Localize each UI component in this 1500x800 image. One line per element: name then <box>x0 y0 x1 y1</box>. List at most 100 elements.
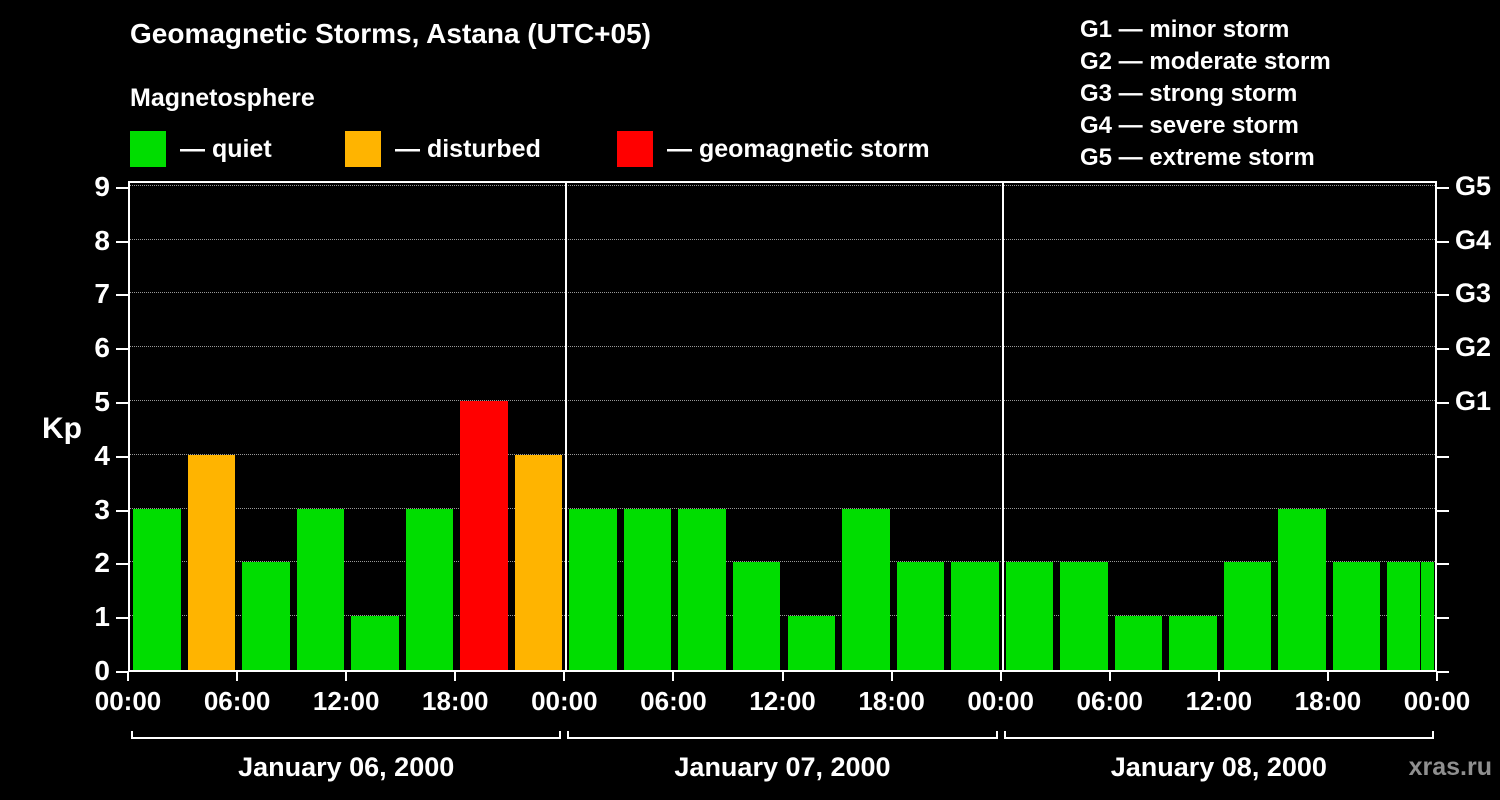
y-axis-tick-label: 6 <box>94 332 110 364</box>
y-axis-tick <box>116 240 128 243</box>
y-axis-tick-label: 0 <box>94 655 110 686</box>
x-axis-tick-label: 00:00 <box>94 686 162 716</box>
x-axis-tick <box>1108 672 1111 681</box>
day-bracket-end-tick <box>1431 731 1434 739</box>
kp-bar <box>405 508 454 670</box>
y-axis-tick-right <box>1437 509 1449 512</box>
y-axis-tick <box>116 509 128 512</box>
magnetosphere-label: Magnetosphere <box>130 84 315 112</box>
day-date-label: January 06, 2000 <box>238 752 455 782</box>
day-bracket-end-tick <box>567 731 570 739</box>
y-axis-tick-right <box>1437 671 1449 673</box>
storm-color-swatch <box>617 131 653 167</box>
day-separator-line <box>1001 183 1004 670</box>
kp-bar <box>896 562 945 670</box>
x-axis-tick-label: 12:00 <box>1185 686 1253 716</box>
gridline <box>130 184 1435 186</box>
kp-bar <box>1114 616 1163 670</box>
x-axis-tick-label: 06:00 <box>1076 686 1144 716</box>
disturbed-label: — disturbed <box>395 134 541 163</box>
x-axis-tick <box>127 672 129 681</box>
y-axis-tick-right <box>1437 455 1449 458</box>
g-axis-tick-label: G3 <box>1455 278 1492 309</box>
kp-bar <box>1169 616 1217 670</box>
day-bracket-end-tick <box>131 731 133 739</box>
g-axis-tick-label: G1 <box>1455 386 1492 416</box>
day-bracket-end-tick <box>559 731 562 739</box>
y-axis-tick-label: 4 <box>94 439 110 471</box>
kp-bar-partial <box>1421 562 1434 670</box>
kp-bar <box>242 562 290 670</box>
g-axis-tick-label: G5 <box>1455 170 1492 201</box>
kp-bar <box>351 616 399 670</box>
kp-bar <box>623 508 672 670</box>
x-axis-tick-label: 06:00 <box>640 686 707 716</box>
x-axis-tick <box>672 672 675 681</box>
y-axis-tick-right <box>1437 294 1449 297</box>
y-axis-tick-label: 2 <box>94 547 110 579</box>
plot-area <box>128 181 1437 672</box>
g4-legend-line: G4 — severe storm <box>1080 112 1299 139</box>
x-axis-tick <box>563 672 566 681</box>
y-axis-tick-label: 7 <box>94 278 110 310</box>
kp-bar <box>1223 562 1272 670</box>
legend-item-quiet: — quiet <box>130 131 272 167</box>
y-axis-tick-label: 8 <box>94 224 110 256</box>
kp-bar <box>460 401 508 670</box>
storm-label: — geomagnetic storm <box>667 134 930 163</box>
y-axis-tick-right <box>1437 617 1449 620</box>
y-axis-tick <box>116 563 128 566</box>
gridline <box>130 292 1435 294</box>
kp-bar <box>951 562 999 670</box>
y-axis-tick-label: 9 <box>94 170 110 202</box>
legend-item-disturbed: — disturbed <box>345 131 541 167</box>
y-axis-tick-label: 1 <box>94 601 110 633</box>
gridline <box>130 238 1435 240</box>
g-axis-tick-label: G2 <box>1455 332 1492 363</box>
kp-bar <box>732 562 781 670</box>
kp-bar <box>296 508 345 670</box>
y-axis-tick <box>116 348 128 351</box>
kp-bar <box>1278 508 1326 670</box>
x-axis-tick-label: 06:00 <box>203 686 271 716</box>
kp-bar <box>1387 562 1420 670</box>
x-axis-tick <box>345 672 348 681</box>
kp-axis-label: Kp <box>42 412 82 445</box>
x-axis-tick-label: 00:00 <box>1403 686 1471 716</box>
x-axis-tick-label: 18:00 <box>422 686 489 716</box>
kp-bar <box>133 508 181 670</box>
x-axis-tick-label: 18:00 <box>858 686 925 716</box>
day-date-label: January 07, 2000 <box>674 752 891 782</box>
y-axis-tick <box>116 402 128 404</box>
g5-legend-line: G5 — extreme storm <box>1080 144 1315 171</box>
y-axis-tick <box>116 186 128 189</box>
gridline <box>130 400 1435 401</box>
y-axis-tick-right <box>1437 186 1449 189</box>
gridline <box>130 561 1435 563</box>
day-bracket <box>567 731 998 749</box>
x-axis-tick <box>1326 672 1329 681</box>
y-axis-tick <box>116 617 128 620</box>
g1-legend-line: G1 — minor storm <box>1080 16 1290 43</box>
x-axis-tick <box>999 672 1002 681</box>
kp-bar <box>1060 562 1108 670</box>
day-bracket <box>131 731 562 749</box>
x-axis-tick-label: 00:00 <box>967 686 1034 716</box>
x-axis-tick <box>781 672 784 681</box>
kp-bar <box>514 454 563 670</box>
y-axis-tick <box>116 671 128 673</box>
y-axis-tick <box>116 455 128 458</box>
kp-bar <box>1005 562 1054 670</box>
x-axis-tick <box>1217 672 1220 681</box>
g-scale-legend: G1 — minor storm G2 — moderate storm G3 … <box>1080 14 1331 174</box>
quiet-color-swatch <box>130 131 166 167</box>
gridline <box>130 346 1435 348</box>
g2-legend-line: G2 — moderate storm <box>1080 48 1331 75</box>
disturbed-color-swatch <box>345 131 381 167</box>
page-title: Geomagnetic Storms, Astana (UTC+05) <box>130 18 651 49</box>
gridline <box>130 453 1435 455</box>
day-bracket <box>1003 731 1434 749</box>
y-axis-tick-label: 5 <box>94 386 110 417</box>
watermark: xras.ru <box>1408 753 1492 781</box>
